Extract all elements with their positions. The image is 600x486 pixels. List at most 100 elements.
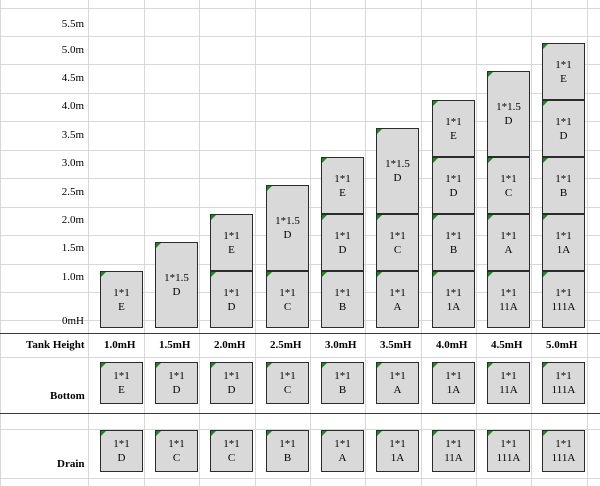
bottom-block: 1*1 D — [155, 362, 198, 404]
corner-marker-icon — [211, 363, 216, 368]
block-code: E — [339, 186, 346, 199]
drain-block: 1*1 A — [321, 430, 364, 472]
corner-marker-icon — [322, 158, 327, 163]
grid-col-line — [310, 0, 311, 486]
block-size: 1*1 — [334, 286, 351, 299]
tank-block: 1*1 B — [321, 271, 364, 328]
corner-marker-icon — [211, 272, 216, 277]
drain-row-label: Drain — [57, 458, 85, 470]
corner-marker-icon — [377, 129, 382, 134]
corner-marker-icon — [543, 44, 548, 49]
tank-height-label: 2.5mH — [270, 339, 302, 351]
block-size: 1*1 — [279, 286, 296, 299]
block-code: D — [117, 452, 126, 464]
bottom-block: 1*1 B — [321, 362, 364, 404]
corner-marker-icon — [433, 272, 438, 277]
block-size: 1*1 — [389, 370, 406, 382]
block-size: 1*1 — [555, 229, 572, 242]
block-code: 111A — [551, 300, 576, 313]
corner-marker-icon — [322, 272, 327, 277]
grid-col-line — [255, 0, 256, 486]
y-axis-label: 2.5m — [61, 186, 84, 198]
corner-marker-icon — [211, 215, 216, 220]
grid-col-line — [365, 0, 366, 486]
block-code: B — [338, 384, 347, 396]
drain-block: 1*1 111A — [542, 430, 585, 472]
y-axis-label: 3.0m — [61, 157, 84, 169]
block-size: 1*1 — [445, 115, 462, 128]
block-size: 1*1 — [445, 370, 462, 382]
tank-block: 1*1 C — [376, 214, 419, 271]
grid-row-line — [0, 93, 600, 94]
tank-block: 1*1 E — [321, 157, 364, 214]
block-code: C — [393, 243, 402, 256]
block-size: 1*1 — [334, 370, 351, 382]
block-code: C — [227, 452, 236, 464]
corner-marker-icon — [267, 363, 272, 368]
grid-col-line — [421, 0, 422, 486]
block-code: E — [118, 300, 125, 313]
block-code: D — [449, 186, 458, 199]
tank-block: 1*1 D — [210, 271, 253, 328]
drain-block: 1*1 D — [100, 430, 143, 472]
block-code: 1A — [446, 300, 461, 313]
corner-marker-icon — [156, 243, 161, 248]
drain-block: 1*1 1A — [376, 430, 419, 472]
tank-block: 1*1 B — [432, 214, 475, 271]
grid-col-line — [531, 0, 532, 486]
block-code: C — [283, 300, 292, 313]
block-code: A — [393, 384, 402, 396]
block-size: 1*1 — [334, 438, 351, 450]
block-size: 1*1 — [500, 438, 517, 450]
block-code: E — [450, 129, 457, 142]
grid-row-line — [0, 64, 600, 65]
block-size: 1*1 — [555, 115, 572, 128]
grid-col-line — [476, 0, 477, 486]
block-code: B — [449, 243, 458, 256]
tank-block: 1*1 D — [432, 157, 475, 214]
y-axis-label: 4.5m — [61, 72, 84, 84]
block-size: 1*1 — [223, 286, 240, 299]
block-code: 111A — [496, 452, 521, 464]
grid-col-line — [88, 0, 89, 486]
corner-marker-icon — [101, 272, 106, 277]
corner-marker-icon — [543, 101, 548, 106]
block-size: 1*1 — [168, 438, 185, 450]
tank-height-label: 3.5mH — [380, 339, 412, 351]
block-code: D — [227, 384, 236, 396]
block-size: 1*1 — [223, 438, 240, 450]
block-size: 1*1 — [445, 438, 462, 450]
corner-marker-icon — [543, 272, 548, 277]
tank-block: 1*1 11A — [487, 271, 530, 328]
tank-block: 1*1 1A — [432, 271, 475, 328]
y-axis-label: 3.5m — [61, 129, 84, 141]
grid-row-line — [0, 357, 600, 358]
tank-block: 1*1.5 D — [155, 242, 198, 328]
tank-height-label: 1.0mH — [104, 339, 136, 351]
separator-line — [0, 413, 600, 414]
block-size: 1*1 — [500, 229, 517, 242]
block-code: E — [228, 243, 235, 256]
block-code: D — [283, 229, 292, 241]
grid-row-line — [0, 429, 600, 430]
tank-height-label: 5.0mH — [546, 339, 578, 351]
block-size: 1*1 — [445, 172, 462, 185]
tank-block: 1*1 E — [432, 100, 475, 157]
grid-row-line — [0, 178, 600, 179]
tank-block: 1*1 E — [100, 271, 143, 328]
block-code: D — [393, 172, 402, 184]
corner-marker-icon — [377, 215, 382, 220]
bottom-block: 1*1 C — [266, 362, 309, 404]
corner-marker-icon — [543, 215, 548, 220]
y-axis-label: 5.5m — [61, 18, 84, 30]
y-axis-label: 0mH — [62, 315, 84, 327]
block-size: 1*1 — [500, 172, 517, 185]
tank-height-label: 4.0mH — [436, 339, 468, 351]
bottom-row-label: Bottom — [50, 390, 85, 402]
grid-col-line — [199, 0, 200, 486]
corner-marker-icon — [267, 186, 272, 191]
block-code: B — [283, 452, 292, 464]
y-axis-label: 5.0m — [61, 44, 84, 56]
block-code: D — [227, 300, 236, 313]
block-code: A — [338, 452, 347, 464]
